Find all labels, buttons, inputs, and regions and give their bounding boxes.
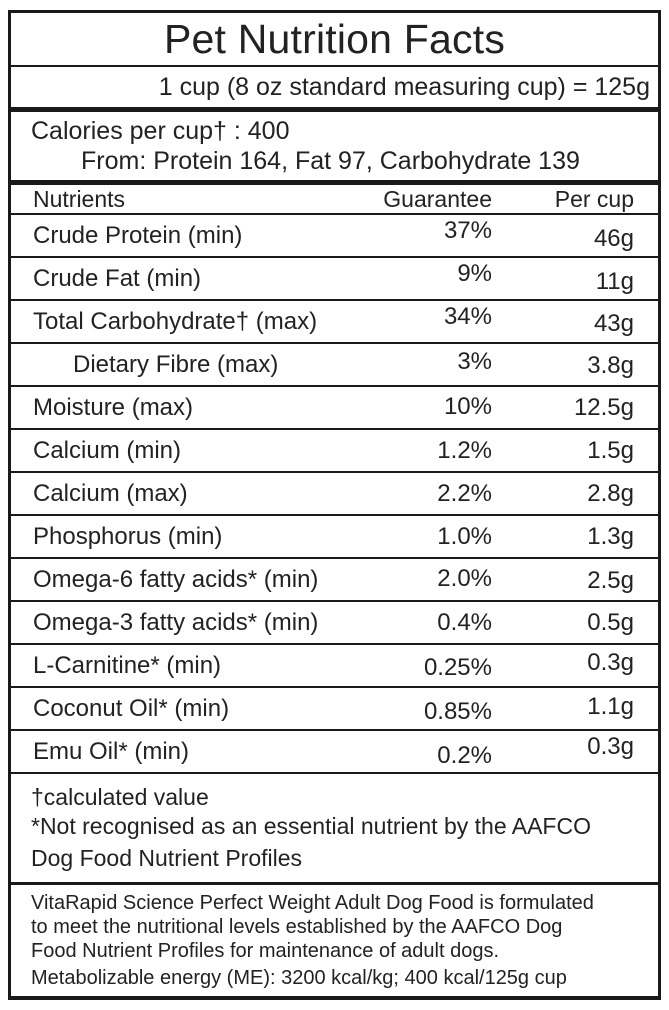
row-per-cup: 3.8g [587,351,634,379]
row-nutrient: Crude Protein (min) [33,221,243,249]
statement-line: VitaRapid Science Perfect Weight Adult D… [31,892,594,914]
row-guarantee: 1.2% [437,436,492,464]
row-per-cup: 2.8g [587,479,634,507]
row-nutrient: Omega-6 fatty acids* (min) [33,565,319,593]
aafco-statement-section: VitaRapid Science Perfect Weight Adult D… [11,885,658,996]
row-per-cup: 1.5g [587,436,634,464]
row-nutrient: Crude Fat (min) [33,264,202,292]
row-guarantee: 2.2% [437,479,492,507]
statement-line: Food Nutrient Profiles for maintenance o… [31,940,500,962]
row-per-cup: 1.1g [587,692,634,720]
row-per-cup: 0.3g [587,732,634,760]
row-per-cup: 0.3g [587,648,634,676]
table-row: Calcium (min) 1.2% 1.5g [11,430,658,473]
row-per-cup: 11g [595,267,634,295]
table-row: Phosphorus (min) 1.0% 1.3g [11,516,658,559]
column-header-guarantee: Guarantee [383,185,492,212]
row-guarantee: 0.2% [437,741,492,769]
table-row: Calcium (max) 2.2% 2.8g [11,473,658,516]
table-row: Omega-6 fatty acids* (min) 2.0% 2.5g [11,559,658,602]
pet-nutrition-facts-label: Pet Nutrition Facts 1 cup (8 oz standard… [8,10,661,1000]
table-header-row: Nutrients Guarantee Per cup [11,185,658,215]
calories-breakdown: From: Protein 164, Fat 97, Carbohydrate … [81,147,580,175]
row-nutrient: L-Carnitine* (min) [33,651,222,679]
row-nutrient: Phosphorus (min) [33,522,223,550]
row-guarantee: 9% [457,259,492,287]
statement-line: to meet the nutritional levels establish… [31,916,563,938]
table-row: L-Carnitine* (min) 0.25% 0.3g [11,645,658,688]
row-per-cup: 2.5g [587,566,634,594]
calories-section: Calories per cup† : 400 From: Protein 16… [11,112,658,185]
column-header-nutrients: Nutrients [33,185,126,212]
row-nutrient: Omega-3 fatty acids* (min) [33,608,319,636]
row-guarantee: 34% [443,302,492,330]
table-row: Moisture (max) 10% 12.5g [11,387,658,430]
table-row: Omega-3 fatty acids* (min) 0.4% 0.5g [11,602,658,645]
row-guarantee: 1.0% [437,522,492,550]
row-nutrient: Total Carbohydrate† (max) [33,307,318,335]
row-per-cup: 1.3g [587,522,634,550]
row-nutrient: Dietary Fibre (max) [73,350,279,378]
table-row: Emu Oil* (min) 0.2% 0.3g [11,731,658,774]
calories-per-cup: Calories per cup† : 400 [31,117,290,145]
row-nutrient: Coconut Oil* (min) [33,694,230,722]
footnotes-section: †calculated value *Not recognised as an e… [11,774,658,885]
footnote-line: †calculated value [31,784,209,810]
row-guarantee: 0.4% [437,608,492,636]
table-row: Coconut Oil* (min) 0.85% 1.1g [11,688,658,731]
footnote-line: Dog Food Nutrient Profiles [31,845,303,871]
footnote-line: *Not recognised as an essential nutrient… [31,813,591,839]
row-nutrient: Moisture (max) [33,393,194,421]
row-per-cup: 12.5g [573,393,634,421]
row-guarantee: 3% [457,347,492,375]
row-guarantee: 2.0% [437,564,492,592]
row-guarantee: 0.85% [423,697,492,725]
table-row: Crude Protein (min) 37% 46g [11,215,658,258]
column-header-per-cup: Per cup [554,185,634,212]
statement-line: Metabolizable energy (ME): 3200 kcal/kg;… [31,967,567,989]
row-per-cup: 43g [593,309,634,337]
row-guarantee: 0.25% [423,653,492,681]
nutrient-table-body: Crude Protein (min) 37% 46g Crude Fat (min)… [11,215,658,774]
table-row: Total Carbohydrate† (max) 34% 43g [11,301,658,344]
row-guarantee: 37% [443,216,492,244]
table-row: Crude Fat (min) 9% 11g [11,258,658,301]
row-nutrient: Calcium (min) [33,436,182,464]
row-per-cup: 0.5g [587,608,634,636]
row-per-cup: 46g [593,224,634,252]
row-nutrient: Emu Oil* (min) [33,737,190,765]
label-title: Pet Nutrition Facts [11,13,658,67]
serving-size-statement: 1 cup (8 oz standard measuring cup) = 12… [11,67,658,112]
row-nutrient: Calcium (max) [33,479,188,507]
row-guarantee: 10% [443,392,492,420]
table-row: Dietary Fibre (max) 3% 3.8g [11,344,658,387]
